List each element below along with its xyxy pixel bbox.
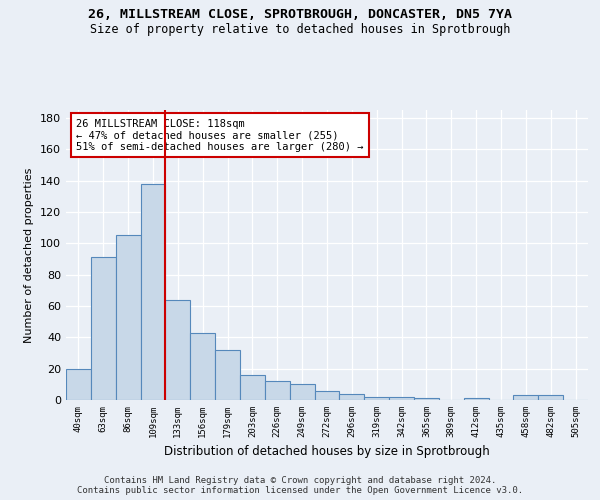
Bar <box>290 384 314 400</box>
Bar <box>140 184 166 400</box>
Bar <box>314 390 340 400</box>
Bar <box>514 396 538 400</box>
Bar <box>66 368 91 400</box>
Bar <box>414 398 439 400</box>
Bar <box>91 258 116 400</box>
Bar <box>538 396 563 400</box>
Y-axis label: Number of detached properties: Number of detached properties <box>25 168 34 342</box>
Bar <box>364 397 389 400</box>
Text: Contains HM Land Registry data © Crown copyright and database right 2024.
Contai: Contains HM Land Registry data © Crown c… <box>77 476 523 495</box>
Bar <box>215 350 240 400</box>
Bar <box>464 398 488 400</box>
Bar <box>116 236 140 400</box>
X-axis label: Distribution of detached houses by size in Sprotbrough: Distribution of detached houses by size … <box>164 446 490 458</box>
Bar <box>265 381 290 400</box>
Text: 26, MILLSTREAM CLOSE, SPROTBROUGH, DONCASTER, DN5 7YA: 26, MILLSTREAM CLOSE, SPROTBROUGH, DONCA… <box>88 8 512 20</box>
Bar <box>389 397 414 400</box>
Text: 26 MILLSTREAM CLOSE: 118sqm
← 47% of detached houses are smaller (255)
51% of se: 26 MILLSTREAM CLOSE: 118sqm ← 47% of det… <box>76 118 364 152</box>
Bar <box>340 394 364 400</box>
Bar <box>166 300 190 400</box>
Bar <box>190 332 215 400</box>
Bar <box>240 375 265 400</box>
Text: Size of property relative to detached houses in Sprotbrough: Size of property relative to detached ho… <box>90 22 510 36</box>
